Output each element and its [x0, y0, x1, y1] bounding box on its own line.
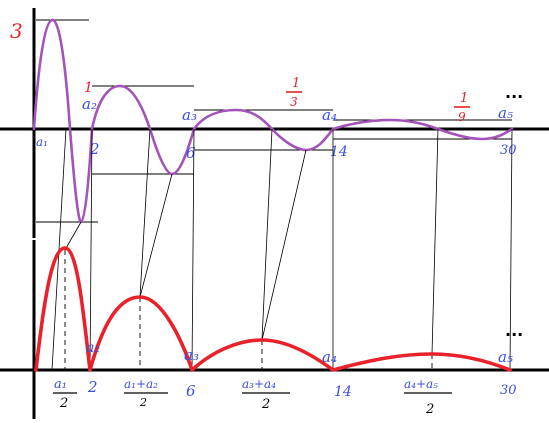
tick-2-top: 2 [89, 140, 100, 158]
connector-a5 [509, 128, 513, 371]
midpoint-m3-den: 2 [261, 397, 270, 412]
label-a2-top: a₂ [82, 95, 97, 113]
tick-14-bottom: 14 [334, 384, 352, 400]
tick-2-bottom: 2 [87, 378, 98, 396]
connector-trough2 [139, 173, 173, 298]
label-amplitude-1: 1 [84, 80, 93, 96]
ellipsis-bottom: ... [505, 321, 523, 340]
label-a1-top: a₁ [36, 135, 48, 149]
label-a2-bottom: a₂ [86, 340, 100, 356]
tick-30-top: 30 [500, 143, 517, 158]
connector-peak2 [139, 128, 151, 298]
connector-a3 [191, 128, 195, 371]
midpoint-m4-num: a₄+a₅ [404, 377, 438, 391]
connector-peak4 [431, 128, 439, 355]
tick-6-bottom: 6 [186, 382, 196, 400]
label-a3-top: a₃ [182, 106, 197, 124]
top-graph: 3 1 1 3 1 9 a₁ a₂ a₃ a₄ a₅ 2 6 14 30 ... [0, 8, 549, 238]
label-a3-bottom: a₃ [184, 346, 199, 364]
label-a5-top: a₅ [498, 104, 513, 122]
label-amplitude-third-num: 1 [292, 76, 300, 91]
label-amplitude-ninth-num: 1 [460, 91, 468, 106]
midpoint-m2-den: 2 [139, 396, 147, 409]
midpoint-m1-den: 2 [59, 396, 68, 411]
bottom-arch-curve [34, 246, 512, 372]
connector-lines [51, 128, 513, 371]
midpoint-m3-num: a₃+a₄ [242, 377, 276, 391]
label-a4-bottom: a₄ [322, 348, 337, 366]
label-a4-top: a₄ [322, 106, 337, 124]
top-wave-curve [32, 18, 514, 224]
midpoint-m1-num: a₁ [54, 377, 67, 392]
ellipsis-top: ... [505, 83, 523, 102]
connector-a2 [89, 128, 93, 371]
label-amplitude-ninth-den: 9 [458, 110, 466, 124]
label-a5-bottom: a₅ [498, 348, 513, 366]
tick-6-top: 6 [186, 144, 196, 162]
tick-30-bottom: 30 [500, 383, 517, 398]
connector-peak3 [261, 128, 273, 341]
label-amplitude-third-den: 3 [290, 95, 298, 109]
bottom-graph: a₂ a₃ a₄ a₅ ... a₁ 2 a₁+a₂ 2 a₃+a₄ 2 a₄+… [0, 240, 549, 419]
connector-trough3 [261, 149, 307, 341]
connector-trough1 [64, 221, 82, 251]
tick-14-top: 14 [330, 144, 348, 160]
midpoint-m2-num: a₁+a₂ [124, 377, 158, 391]
label-amplitude-3: 3 [10, 19, 23, 43]
dashed-verticals [64, 250, 433, 370]
midpoint-m4-den: 2 [425, 402, 434, 417]
